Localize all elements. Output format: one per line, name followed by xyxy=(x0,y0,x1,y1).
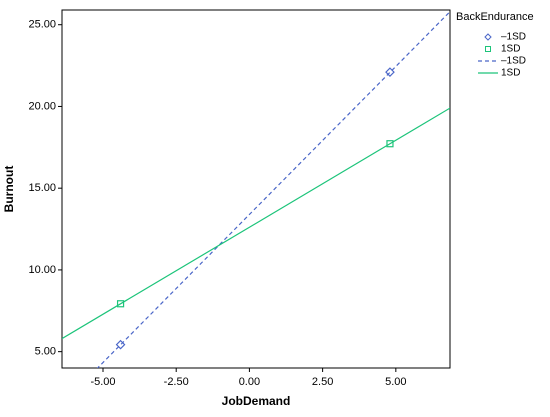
x-tick-label: 5.00 xyxy=(385,376,406,388)
x-tick-label: -5.00 xyxy=(90,376,115,388)
y-tick-label: 10.00 xyxy=(28,264,56,276)
x-axis-label: JobDemand xyxy=(222,394,291,408)
point xyxy=(386,140,394,148)
legend-label: 1SD xyxy=(501,68,520,79)
x-tick-label: -2.50 xyxy=(164,376,189,388)
y-tick-label: 25.00 xyxy=(28,19,56,31)
point xyxy=(385,67,395,77)
legend-swatch xyxy=(485,46,491,52)
fit-line xyxy=(96,11,450,368)
legend-swatch xyxy=(484,33,492,41)
plot-area xyxy=(62,11,450,368)
x-tick-label: 0.00 xyxy=(239,376,260,388)
plot-frame xyxy=(61,9,451,369)
fit-line xyxy=(62,107,450,340)
point xyxy=(115,339,126,350)
legend-label: –1SD xyxy=(501,32,526,43)
legend-label: –1SD xyxy=(501,56,526,67)
point xyxy=(116,300,125,308)
legend-title: BackEndurance xyxy=(456,11,534,23)
y-axis-label: Burnout xyxy=(2,166,16,213)
y-tick-label: 15.00 xyxy=(28,182,56,194)
legend-label: 1SD xyxy=(501,44,520,55)
x-tick-label: 2.50 xyxy=(312,376,333,388)
y-tick-label: 20.00 xyxy=(28,100,56,112)
y-tick-label: 5.00 xyxy=(35,346,56,358)
